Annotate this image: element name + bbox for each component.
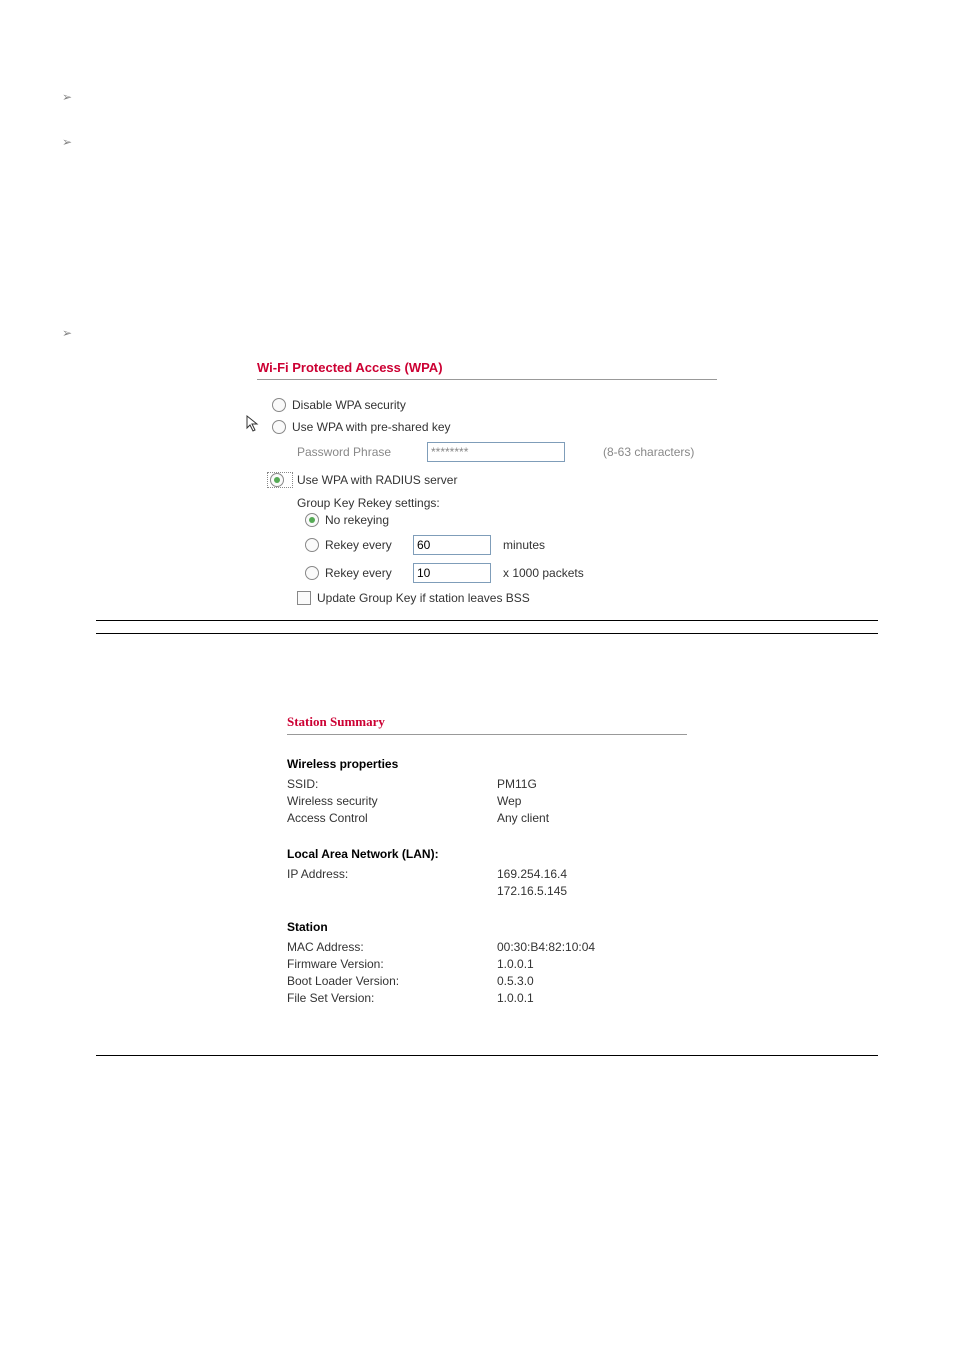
acl-key: Access Control [287,811,497,825]
mac-value: 00:30:B4:82:10:04 [497,940,687,954]
wpa-panel: Wi-Fi Protected Access (WPA) Disable WPA… [257,360,717,605]
fs-value: 1.0.0.1 [497,991,687,1005]
wireless-header: Wireless properties [287,757,687,771]
wpa-psk-label: Use WPA with pre-shared key [292,420,451,434]
fw-row: Firmware Version: 1.0.0.1 [287,957,687,971]
no-rekey-label: No rekeying [325,513,389,527]
security-key: Wireless security [287,794,497,808]
ssid-row: SSID: PM11G [287,777,687,791]
rekey-min-input[interactable] [413,535,491,555]
summary-panel: Station Summary Wireless properties SSID… [287,714,687,1005]
wpa-disable-row[interactable]: Disable WPA security [272,398,717,412]
boot-row: Boot Loader Version: 0.5.3.0 [287,974,687,988]
password-hint: (8-63 characters) [603,445,694,459]
security-value: Wep [497,794,687,808]
acl-row: Access Control Any client [287,811,687,825]
wpa-disable-label: Disable WPA security [292,398,406,412]
wpa-radius-label: Use WPA with RADIUS server [297,473,457,487]
password-phrase-input[interactable] [427,442,565,462]
update-group-row[interactable]: Update Group Key if station leaves BSS [297,591,717,605]
rekey-min-label: Rekey every [325,538,413,552]
radio-icon[interactable] [272,398,286,412]
rekey-pkt-input[interactable] [413,563,491,583]
divider [96,633,878,634]
cursor-icon [245,414,261,434]
lan-header: Local Area Network (LAN): [287,847,687,861]
station-header: Station [287,920,687,934]
fw-value: 1.0.0.1 [497,957,687,971]
divider [96,1055,878,1056]
wpa-psk-row[interactable]: Use WPA with pre-shared key [272,420,717,434]
ip-row-2: 172.16.5.145 [287,884,687,898]
boot-key: Boot Loader Version: [287,974,497,988]
fs-row: File Set Version: 1.0.0.1 [287,991,687,1005]
bullet-icon: ➢ [62,326,72,340]
bullet-icon: ➢ [62,135,72,149]
update-group-label: Update Group Key if station leaves BSS [317,591,530,605]
checkbox-icon[interactable] [297,591,311,605]
radio-icon[interactable] [305,513,319,527]
security-row: Wireless security Wep [287,794,687,808]
radio-icon[interactable] [272,420,286,434]
fw-key: Firmware Version: [287,957,497,971]
rekey-min-row[interactable]: Rekey every minutes [305,535,717,555]
wpa-radius-row[interactable]: Use WPA with RADIUS server [267,472,717,488]
group-key-label: Group Key Rekey settings: [297,496,717,510]
fs-key: File Set Version: [287,991,497,1005]
rekey-pkt-row[interactable]: Rekey every x 1000 packets [305,563,717,583]
rekey-min-unit: minutes [503,538,545,552]
rekey-pkt-label: Rekey every [325,566,413,580]
ssid-key: SSID: [287,777,497,791]
ip-value-2: 172.16.5.145 [497,884,687,898]
boot-value: 0.5.3.0 [497,974,687,988]
summary-title: Station Summary [287,714,687,735]
bullet-icon: ➢ [62,90,72,104]
radio-icon[interactable] [270,473,284,487]
ip-row: IP Address: 169.254.16.4 [287,867,687,881]
mac-row: MAC Address: 00:30:B4:82:10:04 [287,940,687,954]
ip-value-1: 169.254.16.4 [497,867,687,881]
ip-key-2 [287,884,497,898]
radio-icon[interactable] [305,538,319,552]
no-rekey-row[interactable]: No rekeying [305,513,717,527]
ip-key: IP Address: [287,867,497,881]
rekey-pkt-unit: x 1000 packets [503,566,584,580]
mac-key: MAC Address: [287,940,497,954]
ssid-value: PM11G [497,777,687,791]
radio-icon[interactable] [305,566,319,580]
password-phrase-label: Password Phrase [297,445,417,459]
acl-value: Any client [497,811,687,825]
wpa-title: Wi-Fi Protected Access (WPA) [257,360,717,380]
